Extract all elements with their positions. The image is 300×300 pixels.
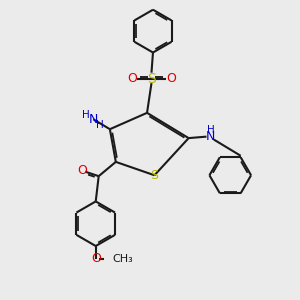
Text: O: O: [166, 72, 176, 85]
Text: S: S: [147, 72, 156, 86]
Text: N: N: [206, 130, 216, 143]
Text: O: O: [91, 252, 101, 265]
Text: O: O: [127, 72, 137, 85]
Text: O: O: [77, 164, 87, 177]
Text: CH₃: CH₃: [112, 254, 133, 264]
Text: N: N: [88, 113, 98, 126]
Text: S: S: [151, 169, 158, 182]
Text: H: H: [82, 110, 90, 120]
Text: H: H: [207, 125, 215, 135]
Text: H: H: [96, 120, 104, 130]
